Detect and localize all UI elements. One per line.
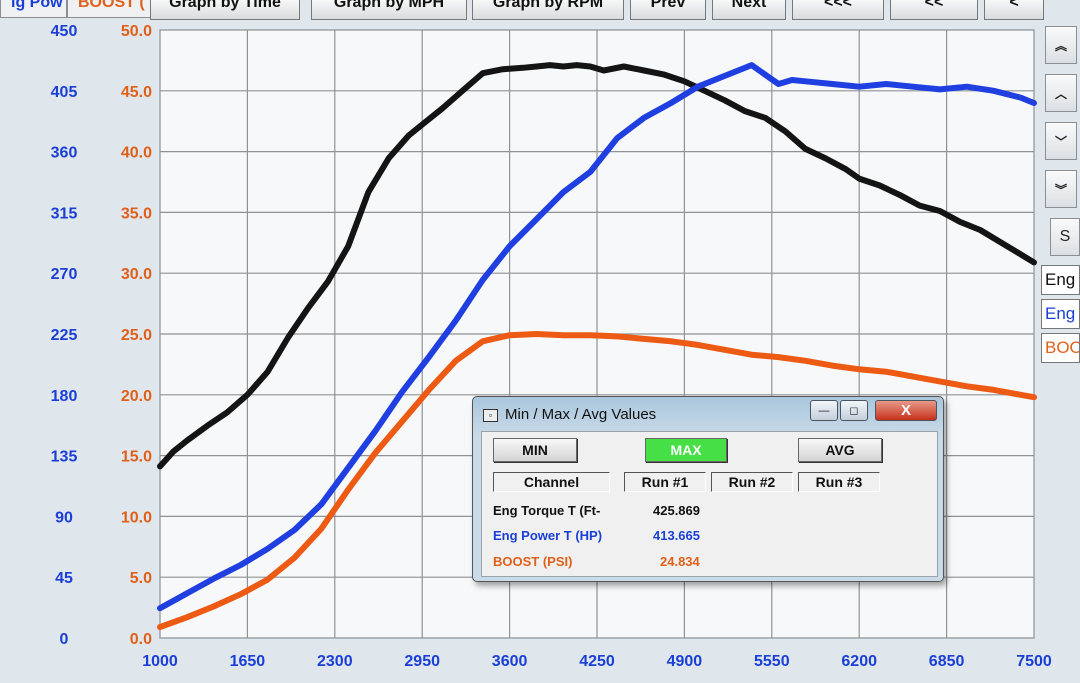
y-axis-left-ticks: 0 45 90 135 180 225 270 315 360 405 450 xyxy=(51,23,78,648)
graph-by-rpm-button[interactable]: Graph by RPM xyxy=(472,0,624,20)
graph-by-mph-button[interactable]: Graph by MPH xyxy=(311,0,467,20)
x-tick-label: 5550 xyxy=(754,653,790,670)
y-tick-label-left: 225 xyxy=(51,327,78,344)
tab-eng-power[interactable]: ig Pow xyxy=(0,0,67,18)
boost-line xyxy=(157,331,1037,631)
y-tick-label-right: 45.0 xyxy=(121,84,152,101)
x-tick-label: 2950 xyxy=(404,653,440,670)
y-tick-label-right: 50.0 xyxy=(121,23,152,40)
y-tick-label-right: 10.0 xyxy=(121,509,152,526)
x-tick-label: 4250 xyxy=(579,653,615,670)
row-value-boost: 24.834 xyxy=(660,554,700,569)
y-tick-label-right: 25.0 xyxy=(121,327,152,344)
y-tick-label-right: 40.0 xyxy=(121,145,152,162)
y-tick-label-left: 270 xyxy=(51,266,78,283)
x-tick-label: 6850 xyxy=(929,653,965,670)
maximize-button[interactable]: ◻ xyxy=(840,400,868,421)
y-tick-label-right: 15.0 xyxy=(121,449,152,466)
scroll-down-button[interactable]: ﹀ xyxy=(1045,122,1077,160)
y-tick-label-left: 0 xyxy=(60,631,69,648)
x-tick-label: 6200 xyxy=(841,653,877,670)
legend-eng-torque[interactable]: Eng xyxy=(1041,265,1080,295)
legend-boost[interactable]: BOO xyxy=(1041,333,1080,363)
chevron-up-icon: ︿ xyxy=(1054,86,1067,101)
side-s-button[interactable]: S xyxy=(1050,218,1080,256)
scroll-bottom-button[interactable]: ︾ xyxy=(1045,170,1077,208)
row-value-torque: 425.869 xyxy=(653,503,700,518)
scroll-right-button[interactable]: < xyxy=(984,0,1044,20)
row-channel-boost: BOOST (PSI) xyxy=(493,554,573,569)
y-tick-label-left: 450 xyxy=(51,23,78,40)
row-channel-torque: Eng Torque T (Ft- xyxy=(493,503,601,518)
min-button[interactable]: MIN xyxy=(493,438,577,462)
scroll-far-left-button[interactable]: <<< xyxy=(792,0,884,20)
side-s-label: S xyxy=(1059,228,1071,245)
scroll-up-button[interactable]: ︿ xyxy=(1045,74,1077,112)
minimize-icon: — xyxy=(818,404,830,417)
max-button[interactable]: MAX xyxy=(645,438,727,462)
legend-eng-power[interactable]: Eng xyxy=(1041,299,1080,329)
close-button[interactable]: X xyxy=(875,400,937,421)
row-channel-power: Eng Power T (HP) xyxy=(493,528,603,543)
x-tick-label: 1650 xyxy=(230,653,266,670)
y-tick-label-left: 135 xyxy=(51,449,78,466)
x-tick-label: 1000 xyxy=(142,653,178,670)
y-tick-label-right: 5.0 xyxy=(130,570,152,587)
column-header-run1[interactable]: Run #1 xyxy=(624,472,706,492)
y-tick-label-right: 0.0 xyxy=(130,631,152,648)
column-header-channel[interactable]: Channel xyxy=(493,472,610,492)
y-tick-label-left: 360 xyxy=(51,145,78,162)
y-tick-label-left: 180 xyxy=(51,388,78,405)
window-icon: ▫ xyxy=(483,409,498,422)
row-value-power: 413.665 xyxy=(653,528,700,543)
dialog-body: MIN MAX AVG Channel Run #1 Run #2 Run #3… xyxy=(481,431,938,577)
y-tick-label-left: 90 xyxy=(55,509,73,526)
series-lines xyxy=(157,62,1037,631)
maximize-icon: ◻ xyxy=(849,405,859,417)
y-tick-label-left: 315 xyxy=(51,205,78,222)
tab-boost[interactable]: BOOST ( xyxy=(67,0,157,18)
next-button[interactable]: Next xyxy=(712,0,786,20)
min-max-avg-dialog: ▫ Min / Max / Avg Values — ◻ X MIN MAX A… xyxy=(472,396,944,582)
y-tick-label-right: 35.0 xyxy=(121,205,152,222)
y-axis-right-ticks: 0.0 5.0 10.0 15.0 20.0 25.0 30.0 35.0 40.0 45.0 50… xyxy=(121,23,152,648)
prev-button[interactable]: Prev xyxy=(630,0,706,20)
y-tick-label-right: 30.0 xyxy=(121,266,152,283)
double-chevron-up-icon: ︽ xyxy=(1054,38,1067,53)
close-icon: X xyxy=(900,402,911,419)
y-tick-label-left: 45 xyxy=(55,570,73,587)
chevron-down-icon: ﹀ xyxy=(1054,134,1067,149)
x-tick-label: 2300 xyxy=(317,653,353,670)
dialog-title: Min / Max / Avg Values xyxy=(505,406,657,423)
minimize-button[interactable]: — xyxy=(810,400,838,421)
avg-button[interactable]: AVG xyxy=(798,438,882,462)
double-chevron-down-icon: ︾ xyxy=(1054,182,1067,197)
x-tick-label: 7500 xyxy=(1016,653,1052,670)
graph-by-time-button[interactable]: Graph by Time xyxy=(150,0,300,20)
y-tick-label-left: 405 xyxy=(51,84,78,101)
torque-line xyxy=(157,62,1037,470)
column-header-run3[interactable]: Run #3 xyxy=(798,472,880,492)
y-tick-label-right: 20.0 xyxy=(121,388,152,405)
x-tick-label: 3600 xyxy=(492,653,528,670)
scroll-top-button[interactable]: ︽ xyxy=(1045,26,1077,64)
power-line xyxy=(157,62,1037,612)
scroll-left-button[interactable]: << xyxy=(890,0,978,20)
column-header-run2[interactable]: Run #2 xyxy=(711,472,793,492)
x-axis-ticks: 1000 1650 2300 2950 3600 4250 4900 5550 6200 6850… xyxy=(142,653,1052,670)
x-tick-label: 4900 xyxy=(667,653,703,670)
